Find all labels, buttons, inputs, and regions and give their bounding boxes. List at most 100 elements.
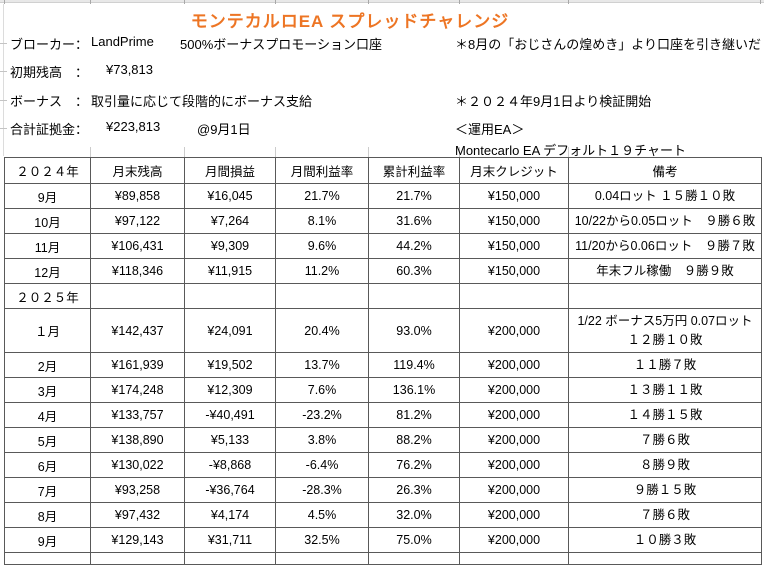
cell-balance: ¥118,346 <box>90 258 185 284</box>
cell-remarks <box>568 283 762 309</box>
bonus-value: 取引量に応じて段階的にボーナス支給 <box>91 94 313 109</box>
note-verification-start: ＊２０２４年9月1日より検証開始 <box>455 94 652 109</box>
cell-balance: ¥174,248 <box>90 377 185 403</box>
cell-credit <box>459 283 569 309</box>
grid-tick <box>90 0 91 4</box>
cell-credit: ¥200,000 <box>459 452 569 478</box>
col-header-monthly-rate: 月間利益率 <box>275 157 369 184</box>
cell-monthly-rate: 4.5% <box>275 502 369 528</box>
grid-tick <box>90 147 91 157</box>
col-header-balance: 月末残高 <box>90 157 185 184</box>
cell-balance <box>90 283 185 309</box>
partial-next-row <box>4 552 762 565</box>
cell-monthly-rate: 11.2% <box>275 258 369 284</box>
cell-monthly-rate: 13.7% <box>275 352 369 378</box>
empty-cell <box>459 552 569 565</box>
cell-pnl: ¥7,264 <box>184 208 276 234</box>
col-header-credit: 月末クレジット <box>459 157 569 184</box>
table-row: 7月 ¥93,258 -¥36,764 -28.3% 26.3% ¥200,00… <box>4 477 762 503</box>
cell-remarks: ７勝６敗 <box>568 502 762 528</box>
cell-credit: ¥200,000 <box>459 402 569 428</box>
cell-monthly-rate: 9.6% <box>275 233 369 259</box>
empty-cell <box>275 552 369 565</box>
cell-balance: ¥93,258 <box>90 477 185 503</box>
remark-line-1: １４勝１５敗 <box>627 407 703 422</box>
cell-pnl: -¥8,868 <box>184 452 276 478</box>
cell-month: 8月 <box>4 502 91 528</box>
remark-line-1: ７勝６敗 <box>639 432 690 447</box>
grid-tick <box>568 0 569 4</box>
table-section-row: ２０２５年 <box>4 283 762 309</box>
cell-balance: ¥97,122 <box>90 208 185 234</box>
cell-monthly-rate: -28.3% <box>275 477 369 503</box>
cell-month: 2月 <box>4 352 91 378</box>
cell-balance: ¥142,437 <box>90 308 185 353</box>
cell-balance: ¥161,939 <box>90 352 185 378</box>
empty-cell <box>90 552 185 565</box>
cell-pnl: ¥31,711 <box>184 527 276 553</box>
cell-remarks: 10/22から0.05ロット ９勝６敗 <box>568 208 762 234</box>
cell-monthly-rate: -6.4% <box>275 452 369 478</box>
col-header-cum-rate: 累計利益率 <box>368 157 460 184</box>
cell-monthly-rate: 20.4% <box>275 308 369 353</box>
grid-tick <box>568 147 569 157</box>
cell-pnl: -¥36,764 <box>184 477 276 503</box>
cell-cum-rate: 88.2% <box>368 427 460 453</box>
cell-pnl: ¥5,133 <box>184 427 276 453</box>
col-header-pnl: 月間損益 <box>184 157 276 184</box>
remark-line-1: ７勝６敗 <box>639 507 690 522</box>
note-ea-heading: ＜運用EA＞ <box>455 122 525 137</box>
grid-tick <box>459 147 460 157</box>
cell-credit: ¥200,000 <box>459 527 569 553</box>
page-title: モンテカルロEA スプレッドチャレンジ <box>190 12 510 31</box>
remark-line-1: ８勝９敗 <box>639 457 690 472</box>
remark-line-1: １１勝７敗 <box>633 357 697 372</box>
grid-tick <box>275 147 276 157</box>
cell-pnl: ¥4,174 <box>184 502 276 528</box>
table-header-row: ２０２４年 月末残高 月間損益 月間利益率 累計利益率 月末クレジット 備考 <box>4 157 762 184</box>
cell-cum-rate: 119.4% <box>368 352 460 378</box>
cell-cum-rate: 60.3% <box>368 258 460 284</box>
cell-remarks: １１勝７敗 <box>568 352 762 378</box>
cell-pnl: -¥40,491 <box>184 402 276 428</box>
cell-monthly-rate: 32.5% <box>275 527 369 553</box>
cell-cum-rate: 44.2% <box>368 233 460 259</box>
cell-remarks: ８勝９敗 <box>568 452 762 478</box>
cell-balance: ¥130,022 <box>90 452 185 478</box>
cell-cum-rate: 93.0% <box>368 308 460 353</box>
remark-line-1: １３勝１１敗 <box>627 382 703 397</box>
cell-credit: ¥150,000 <box>459 183 569 209</box>
table-row: １月 ¥142,437 ¥24,091 20.4% 93.0% ¥200,000… <box>4 308 762 353</box>
cell-pnl: ¥16,045 <box>184 183 276 209</box>
cell-remarks: 0.04ロット １５勝１０敗 <box>568 183 762 209</box>
cell-balance: ¥106,431 <box>90 233 185 259</box>
table-row: 11月 ¥106,431 ¥9,309 9.6% 44.2% ¥150,000 … <box>4 233 762 259</box>
cell-balance: ¥129,143 <box>90 527 185 553</box>
cell-month: 9月 <box>4 183 91 209</box>
cell-balance: ¥133,757 <box>90 402 185 428</box>
remark-line-1: 11/20から0.06ロット ９勝７敗 <box>575 238 755 253</box>
broker-label: ブローカー： <box>10 37 89 52</box>
grid-tick <box>459 0 460 4</box>
table-row: 5月 ¥138,890 ¥5,133 3.8% 88.2% ¥200,000 ７… <box>4 427 762 453</box>
bonus-label: ボーナス ： <box>10 94 89 109</box>
cell-cum-rate: 21.7% <box>368 183 460 209</box>
grid-tick <box>0 71 7 72</box>
cell-month: ２０２５年 <box>4 283 91 309</box>
cell-balance: ¥138,890 <box>90 427 185 453</box>
cell-remarks: １４勝１５敗 <box>568 402 762 428</box>
cell-credit: ¥200,000 <box>459 477 569 503</box>
cell-credit: ¥200,000 <box>459 352 569 378</box>
cell-cum-rate <box>368 283 460 309</box>
cell-pnl <box>184 283 276 309</box>
note-account-carryover: ＊8月の「おじさんの煌めき」より口座を引き継いだ <box>455 37 761 52</box>
cell-credit: ¥200,000 <box>459 377 569 403</box>
cell-remarks: ７勝６敗 <box>568 427 762 453</box>
cell-cum-rate: 81.2% <box>368 402 460 428</box>
grid-tick <box>184 147 185 157</box>
cell-balance: ¥89,858 <box>90 183 185 209</box>
empty-cell <box>184 552 276 565</box>
empty-cell <box>568 552 762 565</box>
empty-cell <box>368 552 460 565</box>
table-body: 9月 ¥89,858 ¥16,045 21.7% 21.7% ¥150,000 … <box>4 183 762 553</box>
